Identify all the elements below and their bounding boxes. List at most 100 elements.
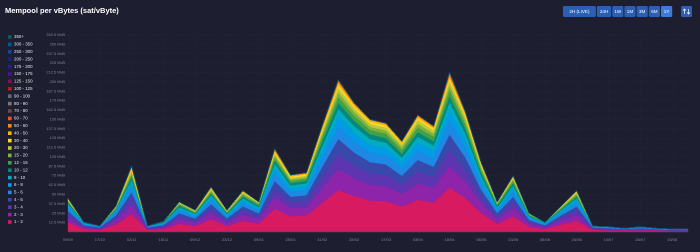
y-tick-label: 187.5 MvB — [46, 88, 65, 93]
range-button-label[interactable]: 1Y — [664, 9, 670, 14]
legend-label[interactable]: 6 - 8 — [14, 182, 23, 187]
x-tick-label: 03/04 — [413, 237, 424, 242]
range-button[interactable] — [648, 6, 660, 17]
legend-label[interactable]: 12 - 15 — [14, 160, 28, 165]
y-tick-label: 100 MvB — [50, 154, 66, 159]
range-button[interactable] — [624, 6, 636, 17]
range-button-label[interactable]: 2H (LIVE) — [569, 9, 590, 14]
range-button[interactable] — [636, 6, 648, 17]
y-tick-label: 50 MvB — [52, 192, 66, 197]
legend-swatch[interactable] — [8, 94, 12, 98]
legend-swatch[interactable] — [8, 168, 12, 172]
legend-label[interactable]: 90 - 100 — [14, 93, 31, 98]
toggle-icon — [682, 8, 691, 15]
axes: 12.5 MvB 25 MvB 37.5 MvB 50 MvB 62.5 MvB 75 M… — [46, 32, 688, 242]
legend-label[interactable]: 60 - 70 — [14, 116, 28, 121]
legend-swatch[interactable] — [8, 161, 12, 165]
toggle-button-bg[interactable] — [681, 6, 692, 17]
legend-label[interactable]: 2 - 3 — [14, 212, 23, 217]
range-button[interactable] — [563, 6, 596, 17]
legend-label[interactable]: 150 - 175 — [14, 71, 33, 76]
y-tick-label: 212.5 MvB — [46, 70, 65, 75]
legend-label[interactable]: 4 - 5 — [14, 197, 23, 202]
legend: 350+ 300 - 350 250 - 300 200 - 250 175 - 200… — [8, 34, 33, 224]
range-button-label[interactable]: 1W — [614, 9, 622, 14]
x-tick-label: 28/07 — [635, 237, 646, 242]
legend-label[interactable]: 3 - 4 — [14, 204, 23, 209]
legend-swatch[interactable] — [8, 72, 12, 76]
legend-swatch[interactable] — [8, 64, 12, 69]
x-tick-label: 24/06 — [572, 237, 583, 242]
legend-swatch[interactable] — [8, 212, 12, 217]
y-tick-label: 175 MvB — [50, 98, 66, 103]
range-button[interactable] — [612, 6, 624, 17]
legend-swatch[interactable] — [8, 57, 12, 61]
x-tick-label: 28/02 — [349, 237, 360, 242]
legend-swatch[interactable] — [8, 87, 12, 91]
y-tick-label: 25 MvB — [52, 210, 66, 215]
range-button-label[interactable]: 1M — [627, 9, 634, 14]
legend-label[interactable]: 250 - 300 — [14, 49, 33, 54]
legend-swatch[interactable] — [8, 153, 12, 158]
y-tick-label: 87.5 MvB — [49, 163, 66, 168]
legend-label[interactable]: 350+ — [14, 34, 24, 39]
toggle-button[interactable] — [681, 6, 692, 17]
x-tick-label: 11/02 — [317, 237, 327, 242]
legend-swatch[interactable] — [8, 109, 12, 113]
legend-label[interactable]: 20 - 30 — [14, 145, 28, 150]
legend-swatch[interactable] — [8, 116, 12, 121]
legend-label[interactable]: 40 - 50 — [14, 130, 28, 135]
legend-swatch[interactable] — [8, 220, 12, 224]
legend-swatch[interactable] — [8, 42, 12, 47]
legend-swatch[interactable] — [8, 183, 12, 187]
legend-swatch[interactable] — [8, 131, 12, 135]
legend-label[interactable]: 100 - 125 — [14, 86, 33, 91]
range-button[interactable] — [661, 6, 673, 17]
legend-swatch[interactable] — [8, 146, 12, 150]
range-button-label[interactable]: 24H — [600, 9, 608, 14]
legend-swatch[interactable] — [8, 50, 12, 54]
y-tick-label: 237.5 MvB — [46, 51, 65, 56]
legend-label[interactable]: 70 - 80 — [14, 108, 28, 113]
legend-label[interactable]: 200 - 250 — [14, 56, 33, 61]
legend-swatch[interactable] — [8, 101, 12, 106]
x-tick-label: 08/05 — [476, 237, 487, 242]
legend-label[interactable]: 10 - 12 — [14, 167, 28, 172]
legend-label[interactable]: 8 - 10 — [14, 175, 26, 180]
legend-swatch[interactable] — [8, 79, 12, 84]
range-button[interactable] — [596, 6, 612, 17]
legend-swatch[interactable] — [8, 205, 12, 209]
legend-label[interactable]: 300 - 350 — [14, 42, 33, 47]
legend-swatch[interactable] — [8, 124, 12, 128]
legend-label[interactable]: 80 - 90 — [14, 101, 28, 106]
legend-swatch[interactable] — [8, 175, 12, 180]
x-tick-label: 17/10 — [95, 237, 106, 242]
x-tick-label: 09/01 — [254, 237, 265, 242]
y-tick-label: 262.5 MvB — [46, 32, 65, 37]
legend-swatch[interactable] — [8, 190, 12, 195]
legend-label[interactable]: 1 - 2 — [14, 219, 23, 224]
y-tick-label: 250 MvB — [50, 41, 66, 46]
legend-label[interactable]: 50 - 60 — [14, 123, 28, 128]
y-tick-label: 125 MvB — [50, 135, 66, 140]
legend-swatch[interactable] — [8, 138, 12, 143]
legend-label[interactable]: 30 - 40 — [14, 138, 28, 143]
range-button-label[interactable]: 6M — [651, 9, 658, 14]
x-tick-label: 25/01 — [286, 237, 297, 242]
chart-title: Mempool per vBytes (sat/vByte) — [5, 6, 119, 15]
y-tick-label: 112.5 MvB — [47, 145, 66, 150]
legend-label[interactable]: 175 - 200 — [14, 64, 33, 69]
legend-label[interactable]: 5 - 6 — [14, 190, 23, 195]
legend-label[interactable]: 15 - 20 — [14, 153, 28, 158]
y-tick-label: 75 MvB — [52, 173, 66, 178]
x-tick-label: 10/07 — [604, 237, 615, 242]
x-tick-label: 18/04 — [445, 237, 456, 242]
range-button-label[interactable]: 3M — [639, 9, 646, 14]
legend-label[interactable]: 125 - 150 — [14, 79, 33, 84]
legend-swatch[interactable] — [8, 35, 12, 39]
y-tick-label: 62.5 MvB — [49, 182, 66, 187]
x-tick-label: 23/12 — [222, 237, 233, 242]
y-tick-label: 200 MvB — [50, 79, 66, 84]
legend-swatch[interactable] — [8, 198, 12, 202]
